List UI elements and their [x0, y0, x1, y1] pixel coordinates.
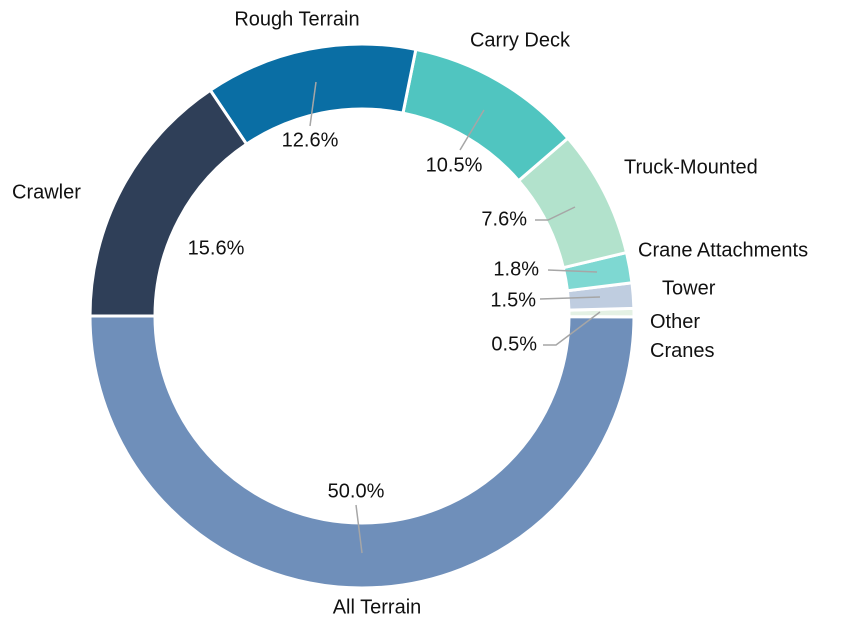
value-label: 15.6% [188, 237, 245, 259]
value-label: 0.5% [491, 333, 537, 355]
slice-label: Crane Attachments [638, 239, 808, 261]
donut-slice [88, 88, 249, 318]
value-label: 7.6% [481, 208, 527, 230]
leader-line [459, 109, 485, 151]
value-label: 10.5% [426, 154, 483, 176]
slice-label: Crawler [12, 181, 81, 203]
leader-line [543, 311, 601, 346]
leader-line [547, 269, 598, 273]
leader-line [535, 206, 576, 221]
slice-label-box: Other Cranes [650, 311, 715, 362]
slice-label: Rough Terrain [234, 8, 359, 30]
value-label: 1.8% [493, 258, 539, 280]
value-label: 1.5% [490, 289, 536, 311]
value-label: 12.6% [282, 129, 339, 151]
value-label: 50.0% [328, 480, 385, 502]
leader-line [355, 504, 363, 554]
leader-line [309, 81, 317, 127]
slice-label: Tower [662, 277, 716, 299]
leader-line [539, 296, 601, 300]
slice-label: Carry Deck [470, 29, 571, 51]
donut-slice [88, 314, 636, 590]
slice-label: Truck-Mounted [624, 156, 758, 178]
slice-label: All Terrain [333, 596, 422, 618]
slice-label: Other Cranes [650, 311, 715, 362]
